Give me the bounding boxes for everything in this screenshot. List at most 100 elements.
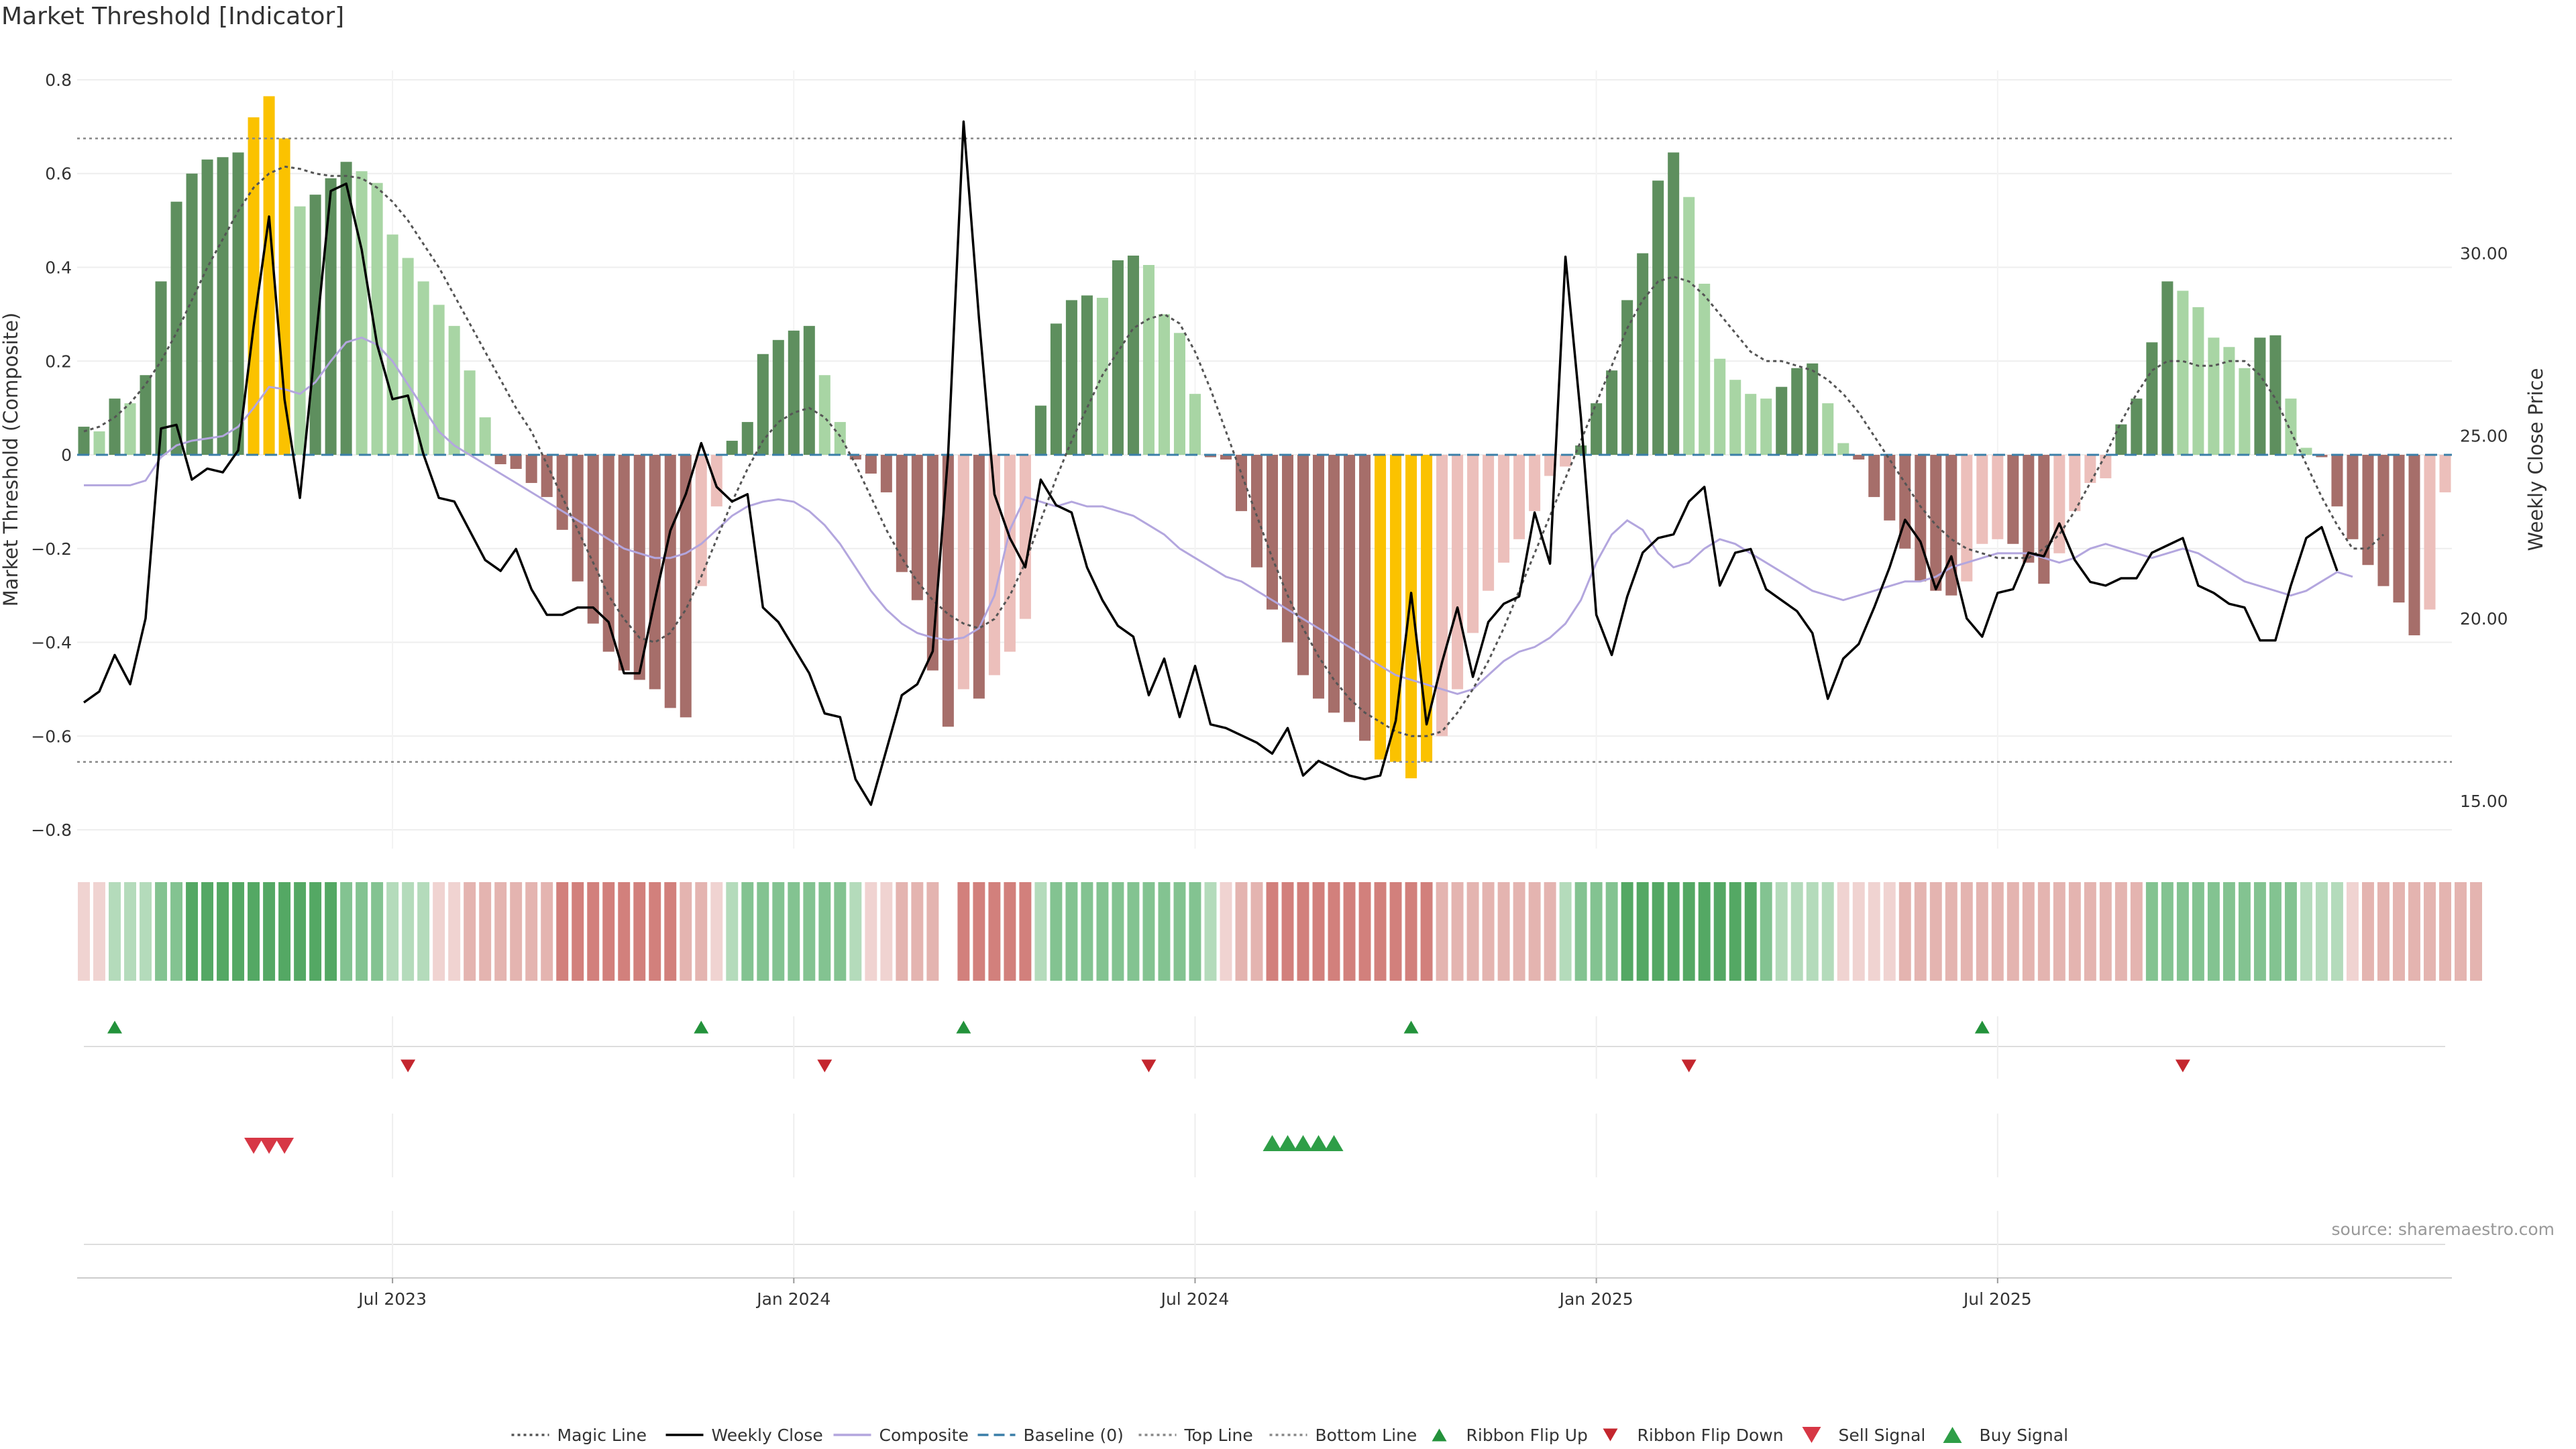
- ribbon-cell: [1960, 882, 1973, 981]
- ribbon-cell: [2145, 882, 2158, 981]
- composite-bar: [2069, 455, 2081, 511]
- ribbon-cell: [680, 882, 692, 981]
- ribbon-cell: [1034, 882, 1047, 981]
- ribbon-cell: [155, 882, 168, 981]
- weekly-close-line: [83, 120, 2339, 806]
- ribbon-flip-down-marker: [2175, 1059, 2190, 1073]
- composite-bar: [834, 422, 846, 455]
- ribbon-flip-down-marker: [1141, 1059, 1157, 1073]
- composite-bar: [2408, 455, 2420, 636]
- ribbon-cell: [340, 882, 353, 981]
- ribbon-flip-up-marker: [1974, 1020, 1990, 1034]
- ribbon-cell: [232, 882, 245, 981]
- composite-bar: [2115, 424, 2127, 455]
- composite-bar: [803, 325, 815, 455]
- legend-item: Weekly Close: [665, 1426, 823, 1445]
- ribbon-flip-down-marker: [400, 1059, 416, 1073]
- ribbon-cell: [541, 882, 553, 981]
- ribbon-cell: [865, 882, 877, 981]
- left-tick-label: −0.8: [31, 820, 72, 840]
- ribbon-cell: [2006, 882, 2019, 981]
- legend-label: Weekly Close: [712, 1426, 823, 1445]
- composite-bar: [2300, 447, 2312, 455]
- ribbon-cell: [2037, 882, 2050, 981]
- x-tick-label: Jul 2024: [1160, 1289, 1230, 1309]
- ribbon-cell: [1096, 882, 1109, 981]
- legend-label: Baseline (0): [1024, 1426, 1124, 1445]
- ribbon-cell: [1220, 882, 1232, 981]
- ribbon-cell: [1528, 882, 1541, 981]
- composite-bar: [2131, 398, 2143, 455]
- composite-bar: [1173, 333, 1185, 455]
- composite-bar: [1745, 394, 1757, 455]
- ribbon-cell: [1050, 882, 1063, 981]
- ribbon-cell: [1250, 882, 1263, 981]
- ribbon-cell: [1482, 882, 1495, 981]
- composite-bar: [278, 138, 290, 455]
- x-axis: Jul 2023 Jan 2024 Jul 2024 Jan 2025 Jul 2025: [77, 1277, 2452, 1309]
- composite-bar: [587, 455, 599, 624]
- ribbon-cell: [170, 882, 183, 981]
- composite-bar: [865, 455, 877, 474]
- ribbon-cell: [1281, 882, 1294, 981]
- legend-item: Bottom Line: [1269, 1426, 1417, 1445]
- composite-bar: [201, 159, 213, 455]
- legend-label: Bottom Line: [1316, 1426, 1417, 1445]
- x-tick-label: Jan 2025: [1558, 1289, 1633, 1309]
- composite-bar: [371, 182, 383, 455]
- ribbon-cell: [1991, 882, 2004, 981]
- composite-bar: [1591, 403, 1603, 455]
- ribbon-cell: [2408, 882, 2420, 981]
- ribbon-cell: [93, 882, 105, 981]
- ribbon-cell: [587, 882, 600, 981]
- ribbon-cell: [1945, 882, 1957, 981]
- ribbon-cell: [2330, 882, 2343, 981]
- composite-bar: [1513, 455, 1525, 539]
- composite-bar: [2424, 455, 2436, 610]
- ribbon-cell: [2470, 882, 2482, 981]
- composite-bar: [1467, 455, 1479, 633]
- composite-bar: [1683, 197, 1695, 455]
- composite-bar: [2269, 335, 2282, 455]
- composite-bar: [2377, 455, 2390, 586]
- composite-line: [84, 336, 2353, 695]
- ribbon-flip-down-marker: [1681, 1059, 1697, 1073]
- ribbon-cell: [1343, 882, 1356, 981]
- sell-signal-marker: [260, 1137, 279, 1155]
- ribbon-flip-up-marker: [956, 1020, 971, 1034]
- ribbon-flip-up-marker: [694, 1020, 709, 1034]
- ribbon-cell: [1698, 882, 1711, 981]
- left-tick-label: 0: [61, 445, 72, 465]
- ribbon-cell: [1713, 882, 1726, 981]
- ribbon-cell: [356, 882, 368, 981]
- ribbon-cell: [741, 882, 754, 981]
- ribbon-cell: [433, 882, 445, 981]
- ribbon-cell: [1760, 882, 1772, 981]
- ribbon-flip-up-marker: [107, 1020, 123, 1034]
- composite-bar: [1606, 370, 1618, 455]
- composite-bar: [1452, 455, 1464, 690]
- composite-bar: [1498, 455, 1510, 563]
- ribbon-cell: [1868, 882, 1880, 981]
- ribbon-cell: [1451, 882, 1464, 981]
- composite-bar: [1328, 455, 1340, 713]
- composite-bar: [572, 455, 584, 582]
- composite-bar: [1652, 180, 1664, 455]
- ribbon-cell: [1266, 882, 1279, 981]
- composite-bar: [911, 455, 923, 600]
- ribbon-cell: [1019, 882, 1032, 981]
- legend-item: Sell Signal: [1802, 1426, 1925, 1445]
- ribbon-cell: [402, 882, 415, 981]
- composite-bar: [664, 455, 676, 708]
- ribbon-cell: [1605, 882, 1618, 981]
- ribbon-cell: [633, 882, 646, 981]
- composite-bar: [1034, 405, 1046, 455]
- composite-bar: [1729, 380, 1741, 455]
- ribbon-cell: [2300, 882, 2312, 981]
- composite-bar: [464, 370, 476, 455]
- ribbon-cell: [772, 882, 785, 981]
- ribbon-flip-down-marker: [817, 1059, 833, 1073]
- ribbon-cell: [1929, 882, 1942, 981]
- composite-bar: [1297, 455, 1309, 676]
- ribbon-cell: [525, 882, 538, 981]
